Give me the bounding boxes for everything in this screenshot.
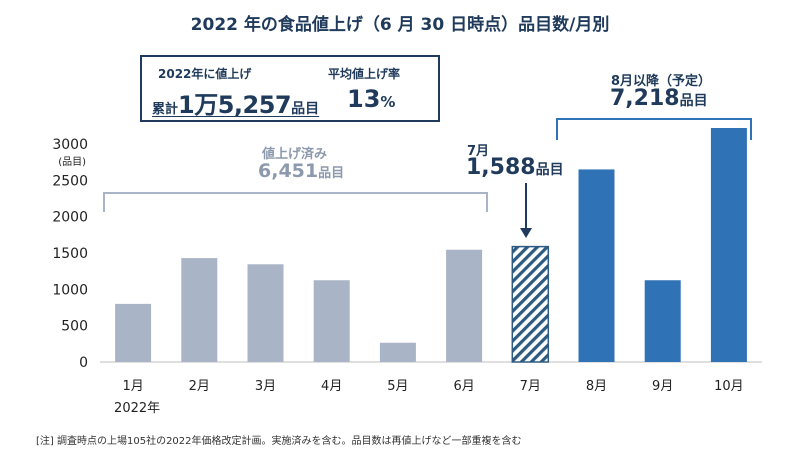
year-label: 2022年 (114, 401, 160, 416)
done-number: 6,451 (258, 160, 319, 182)
bar-6 (446, 249, 483, 362)
done-value: 6,451品目 (258, 160, 344, 182)
x-tick-label: 3月 (255, 379, 276, 394)
total-value: 累計1万5,257品目 (152, 85, 319, 120)
planned-value: 7,218品目 (610, 86, 708, 111)
total-label: 2022年に値上げ (158, 67, 252, 81)
summary-box: 2022年に値上げ 平均値上げ率 累計1万5,257品目 13% (140, 55, 440, 122)
x-tick-label: 7月 (520, 379, 541, 394)
brackets (103, 118, 752, 238)
y-tick-label: 0 (79, 355, 88, 371)
chart-title: 2022 年の食品値上げ（6 月 30 日時点）品目数/月別 (190, 15, 610, 35)
x-tick-label: 4月 (321, 379, 342, 394)
y-axis-unit: (品目) (58, 156, 86, 168)
x-tick-label: 2月 (189, 379, 210, 394)
july-value: 1,588品目 (466, 155, 564, 180)
y-tick-label: 1500 (52, 246, 88, 262)
y-tick-label: 3000 (52, 137, 88, 153)
total-number: 1万5,257 (178, 91, 292, 119)
x-tick-label: 1月 (122, 379, 143, 394)
rate-number: 13 (347, 85, 381, 113)
july-unit: 品目 (535, 162, 564, 178)
rate-unit: % (380, 93, 396, 111)
planned-bracket (556, 118, 752, 140)
planned-unit: 品目 (679, 93, 708, 109)
bar-2 (181, 258, 218, 362)
bar-9 (644, 280, 681, 362)
bar-3 (247, 264, 284, 362)
done-label: 値上げ済み (262, 147, 328, 162)
y-tick-label: 2000 (52, 210, 88, 226)
y-tick-label: 2500 (52, 173, 88, 189)
x-tick-label: 8月 (586, 379, 607, 394)
done-unit: 品目 (318, 166, 345, 181)
total-prefix: 累計 (152, 102, 179, 117)
bar-1 (115, 303, 152, 362)
total-unit: 品目 (291, 101, 320, 117)
july-arrow-head (520, 228, 532, 238)
y-tick-label: 500 (61, 319, 88, 335)
x-tick-label: 6月 (453, 379, 474, 394)
x-tick-label: 10月 (714, 379, 744, 394)
july-number: 1,588 (466, 155, 536, 180)
july-label: 7月 (467, 144, 490, 159)
bar-4 (313, 280, 350, 362)
bar-5 (379, 342, 416, 362)
bar-8 (578, 169, 615, 362)
rate-value: 13% (347, 85, 395, 113)
bar-7 (511, 245, 550, 363)
x-tick-label: 5月 (387, 379, 408, 394)
bar-10 (710, 128, 747, 362)
rate-label: 平均値上げ率 (328, 67, 401, 81)
footnote: [注] 調査時点の上場105社の2022年価格改定計画。実施済みを含む。品目数は… (36, 436, 522, 447)
planned-number: 7,218 (610, 86, 680, 111)
planned-label: 8月以降（予定） (611, 74, 712, 89)
done-bracket (103, 192, 488, 212)
x-tick-label: 9月 (652, 379, 673, 394)
y-tick-label: 1000 (52, 282, 88, 298)
